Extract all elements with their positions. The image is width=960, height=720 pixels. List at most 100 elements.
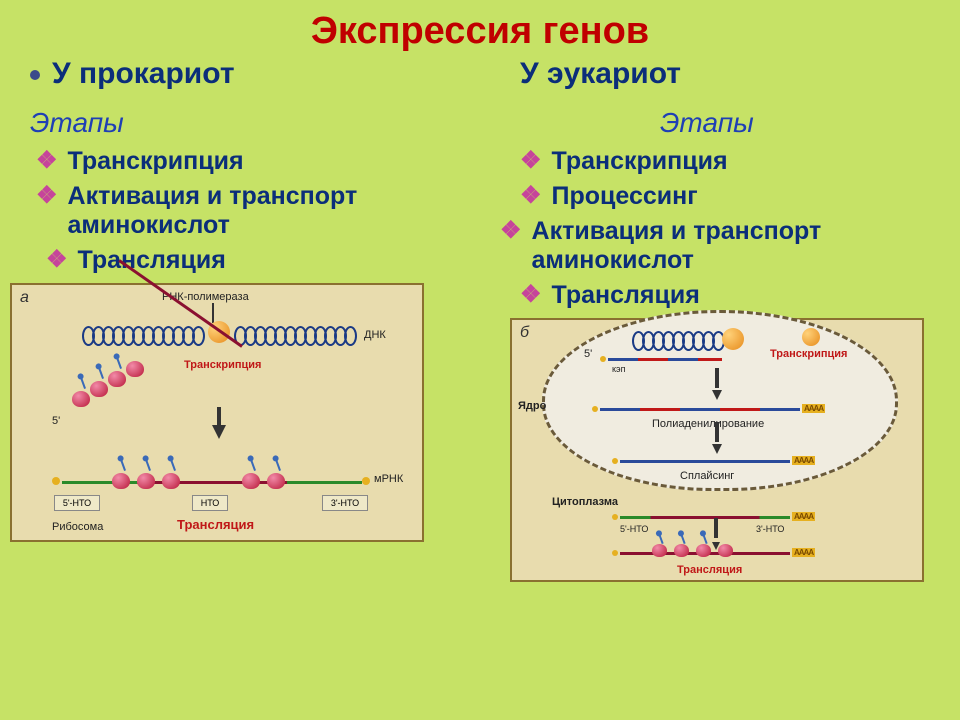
cap-icon: [592, 406, 598, 412]
diamond-icon: ❖: [500, 217, 522, 245]
trna-icon: [120, 459, 126, 471]
label-ribosome: Рибосома: [52, 521, 103, 533]
arrow-down-icon: [212, 425, 226, 439]
stage-text: Активация и транспорт аминокислот: [68, 182, 480, 240]
label-cap: кэп: [612, 364, 626, 374]
diamond-icon: ❖: [520, 147, 542, 175]
exon-seg: [760, 408, 800, 411]
stage-text: Трансляция: [552, 281, 700, 310]
prok-stage-transcription: ❖ Транскрипция: [36, 147, 480, 176]
exon-seg: [668, 358, 698, 361]
label-3-nto: 3'-НТО: [322, 495, 368, 511]
cap-icon: [612, 458, 618, 464]
trna-icon: [145, 459, 151, 471]
euk-stage-activation: ❖ Активация и транспорт аминокислот: [500, 217, 930, 275]
diamond-icon: ❖: [36, 182, 58, 210]
cap-icon: [612, 550, 618, 556]
ribosome-icon: [90, 381, 108, 397]
label-translation: Трансляция: [177, 517, 254, 532]
label-mrna: мРНК: [374, 473, 403, 485]
intron-seg: [638, 358, 668, 361]
trna-icon: [275, 459, 281, 471]
exon-seg: [600, 408, 640, 411]
polymerase-icon: [802, 328, 820, 346]
ribosome-icon: [137, 473, 155, 489]
trna-icon: [702, 534, 707, 544]
label-nto: НТО: [192, 495, 228, 511]
ribosome-icon: [162, 473, 180, 489]
arrow-down-icon: [712, 390, 722, 400]
prokaryote-subtitle: У прокариот: [30, 57, 480, 91]
label-transcription: Транскрипция: [184, 359, 261, 371]
euk-stage-translation: ❖ Трансляция: [520, 281, 930, 310]
trna-icon: [116, 357, 122, 369]
columns: У прокариот Этапы ❖ Транскрипция ❖ Актив…: [0, 53, 960, 582]
bullet-dot-icon: [30, 70, 40, 80]
euk-stage-processing: ❖ Процессинг: [520, 182, 930, 211]
diamond-icon: ❖: [520, 281, 542, 309]
diamond-icon: ❖: [46, 246, 68, 274]
ribosome-icon: [652, 544, 667, 557]
label-translation: Трансляция: [677, 564, 742, 576]
prokaryote-column: У прокариот Этапы ❖ Транскрипция ❖ Актив…: [30, 53, 480, 582]
cap-icon: [600, 356, 606, 362]
exon-seg: [680, 408, 720, 411]
ribosome-icon: [126, 361, 144, 377]
polya-tail: AAAA: [792, 548, 815, 557]
label-nucleus: Ядро: [518, 400, 546, 412]
trna-icon: [98, 367, 104, 379]
intron-seg: [698, 358, 722, 361]
diamond-icon: ❖: [36, 147, 58, 175]
prok-stage-activation: ❖ Активация и транспорт аминокислот: [36, 182, 480, 240]
polya-tail: AAAA: [792, 512, 815, 521]
pointer-line: [212, 303, 214, 323]
slide-title: Экспрессия генов: [0, 0, 960, 53]
ribosome-icon: [242, 473, 260, 489]
arrow-down-icon: [712, 444, 722, 454]
ribosome-icon: [674, 544, 689, 557]
cyto-mrna: [620, 516, 790, 519]
stage-text: Транскрипция: [552, 147, 728, 176]
label-five-prime: 5': [584, 348, 592, 360]
label-cytoplasm: Цитоплазма: [552, 496, 618, 508]
label-5-nto: 5'-НТО: [54, 495, 100, 511]
intron-seg: [640, 408, 680, 411]
dna-helix-icon: [632, 332, 722, 350]
ribosome-icon: [108, 371, 126, 387]
ribosome-icon: [696, 544, 711, 557]
polymerase-icon: [722, 328, 744, 350]
panel-tag-b: б: [520, 324, 529, 342]
prokaryote-diagram: а РНК-полимераза ДНК Транскрипция 5: [10, 283, 424, 542]
stage-text: Трансляция: [78, 246, 226, 275]
cap-icon: [362, 477, 370, 485]
polya-tail: AAAA: [802, 404, 825, 413]
exon-seg: [608, 358, 638, 361]
eukaryote-subtitle: У эукариот: [520, 57, 930, 91]
polya-tail: AAAA: [792, 456, 815, 465]
trna-icon: [170, 459, 176, 471]
label-transcription: Транскрипция: [770, 348, 847, 360]
label-5-nto: 5'-НТО: [620, 524, 648, 534]
ribosome-icon: [72, 391, 90, 407]
prok-stage-translation: ❖ Трансляция: [46, 246, 480, 275]
euk-stage-transcription: ❖ Транскрипция: [520, 147, 930, 176]
prokaryote-stages-label: Этапы: [30, 107, 480, 139]
ribosome-icon: [267, 473, 285, 489]
stage-text: Активация и транспорт аминокислот: [532, 217, 930, 275]
panel-tag-a: а: [20, 289, 29, 307]
dna-helix-icon: [234, 327, 354, 345]
label-five-prime: 5': [52, 415, 60, 427]
trna-icon: [680, 534, 685, 544]
mature-mrna: [620, 460, 790, 463]
intron-seg: [720, 408, 760, 411]
trna-icon: [80, 377, 86, 389]
eukaryote-stages-label: Этапы: [660, 107, 930, 139]
diamond-icon: ❖: [520, 182, 542, 210]
label-splicing: Сплайсинг: [680, 470, 734, 482]
eukaryote-column: У эукариот Этапы ❖ Транскрипция ❖ Процес…: [480, 53, 930, 582]
label-3-nto: 3'-НТО: [756, 524, 784, 534]
cap-icon: [612, 514, 618, 520]
label-dna: ДНК: [364, 329, 386, 341]
trna-icon: [250, 459, 256, 471]
mrna-line: [62, 481, 362, 484]
